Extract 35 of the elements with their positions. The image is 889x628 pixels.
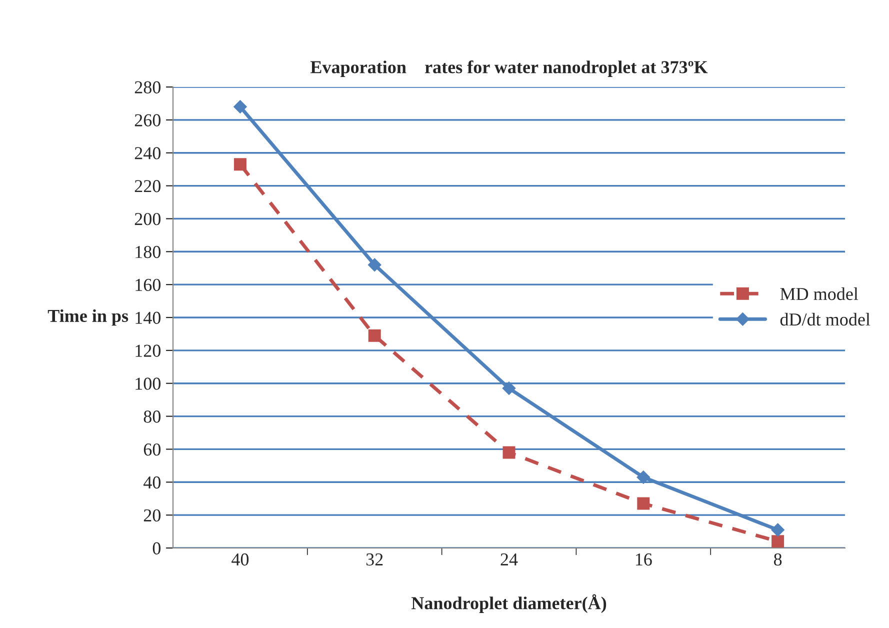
- point: [368, 329, 381, 342]
- x-tick-label: 16: [636, 553, 652, 566]
- y-axis-title: Time in ps: [48, 309, 128, 326]
- y-tick-label: 80: [144, 410, 161, 423]
- y-tick-label: 60: [144, 443, 161, 456]
- point: [502, 382, 516, 395]
- point: [502, 446, 516, 459]
- point: [772, 535, 784, 548]
- x-tick-label: 24: [500, 553, 518, 566]
- y-tick-label: 220: [134, 180, 161, 192]
- x-tick-label: 40: [232, 553, 249, 566]
- y-tick-label: 260: [134, 114, 161, 126]
- y-tick-label: 20: [144, 509, 161, 522]
- x-tick-label: 8: [774, 553, 782, 566]
- y-tick-label: 100: [136, 378, 161, 390]
- y-tick-label: 240: [134, 147, 161, 160]
- point: [368, 258, 382, 272]
- legend-label: dD/dt model: [780, 312, 870, 326]
- y-tick-label: 160: [136, 278, 161, 292]
- y-tick-label: 140: [136, 312, 161, 324]
- y-tick-label: 0: [152, 542, 161, 554]
- point: [234, 100, 247, 114]
- y-tick-label: 180: [136, 246, 161, 258]
- x-tick-label: 32: [366, 553, 383, 566]
- point: [637, 497, 650, 510]
- point: [636, 470, 650, 484]
- y-tick-label: 280: [134, 81, 161, 94]
- y-tick-label: 40: [143, 476, 161, 489]
- legend-label: MD model: [780, 287, 858, 300]
- point: [771, 523, 784, 536]
- y-tick-label: 120: [136, 344, 161, 357]
- y-tick-label: 200: [134, 212, 161, 226]
- point: [234, 158, 246, 171]
- x-axis-title: Nanodroplet diameter(Å): [411, 594, 606, 613]
- chart-title: Evaporation rates for water nanodroplet at 373ºK: [310, 60, 708, 77]
